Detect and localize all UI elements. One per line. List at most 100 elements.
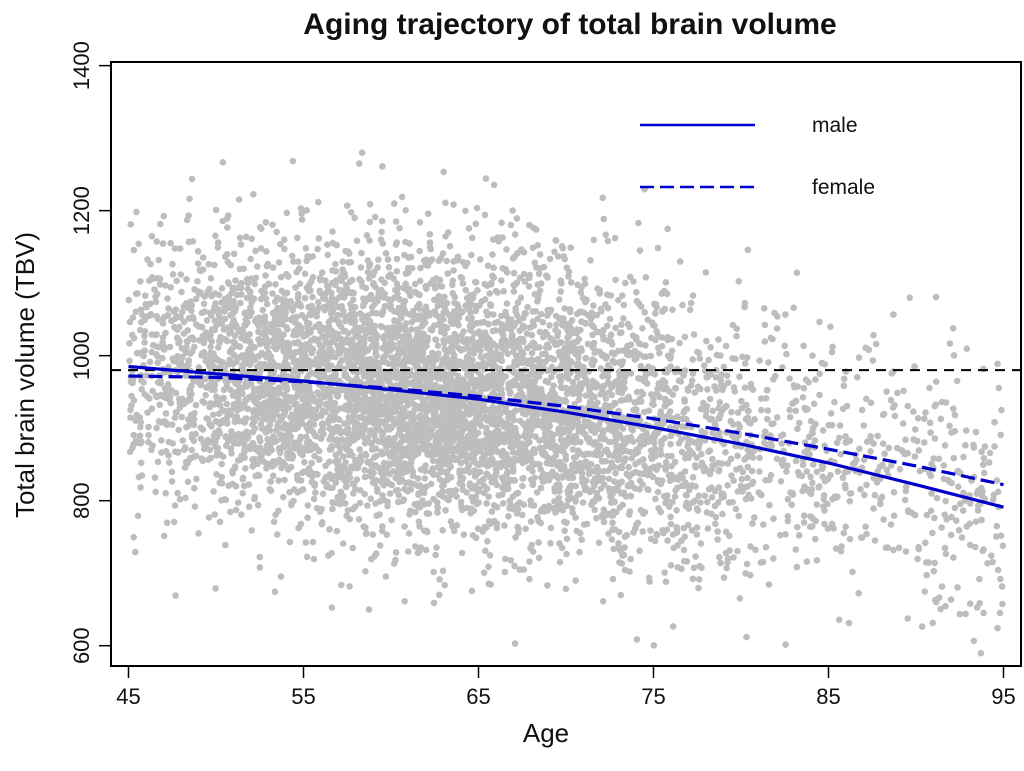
scatter-point [793,269,801,277]
scatter-point [888,462,895,469]
scatter-point [575,396,583,404]
scatter-point [929,529,936,537]
scatter-point [620,301,628,309]
scatter-point [976,600,983,607]
scatter-point [322,408,330,416]
scatter-point [807,473,814,481]
scatter-point [980,454,988,462]
scatter-point [664,225,671,233]
scatter-point [509,449,517,456]
scatter-point [442,507,449,514]
scatter-point [380,332,388,340]
scatter-point [527,324,534,331]
scatter-point [154,290,161,298]
scatter-point [464,315,472,322]
scatter-point [901,496,909,504]
scatter-point [743,560,751,568]
scatter-point [743,401,750,409]
scatter-point [414,290,422,298]
scatter-point [659,527,666,534]
scatter-point [329,239,337,247]
scatter-point [766,501,773,509]
scatter-point [685,454,692,462]
scatter-point [997,532,1005,539]
scatter-point [678,423,686,430]
scatter-point [911,453,919,460]
scatter-point [316,456,323,463]
scatter-point [412,508,419,516]
scatter-point [619,292,626,299]
scatter-point [157,220,164,228]
scatter-point [276,431,284,438]
scatter-point [951,504,959,512]
scatter-point [173,312,180,320]
scatter-point [855,354,863,362]
scatter-point [803,468,811,475]
scatter-point [800,519,808,526]
scatter-point [441,402,448,410]
scatter-point [484,538,491,545]
scatter-point [621,566,629,574]
scatter-point [235,328,243,335]
scatter-point [931,514,938,522]
scatter-point [860,422,868,429]
scatter-point [267,478,274,485]
scatter-point [223,400,230,408]
scatter-point [519,475,526,482]
scatter-point [155,418,163,425]
scatter-point [308,459,316,467]
scatter-point [590,482,598,490]
scatter-point [161,418,168,425]
scatter-point [600,427,607,434]
scatter-point [315,198,322,206]
scatter-point [259,407,267,414]
scatter-point [218,299,225,306]
scatter-point [684,521,692,529]
scatter-point [760,305,768,312]
scatter-point [910,408,917,416]
scatter-point [620,551,628,559]
scatter-point [670,544,677,552]
scatter-point [301,458,308,466]
scatter-point [294,258,302,265]
scatter-point [557,288,564,295]
scatter-point [510,288,518,295]
scatter-point [695,492,703,500]
scatter-point [554,413,562,421]
scatter-point [700,362,708,369]
scatter-point [546,322,553,329]
scatter-point [362,524,369,531]
scatter-point [549,468,556,476]
scatter-point [561,305,569,312]
scatter-point [770,515,777,522]
scatter-point [384,256,392,263]
scatter-point [191,409,198,417]
scatter-point [205,514,213,521]
scatter-point [460,328,467,335]
scatter-point [372,500,379,507]
scatter-point [271,298,279,306]
scatter-point [604,373,612,381]
scatter-point [345,259,353,266]
scatter-point [690,331,698,338]
scatter-point [701,492,708,500]
scatter-point [570,454,578,462]
scatter-point [366,218,374,226]
scatter-point [560,315,567,322]
scatter-point [628,482,636,490]
scatter-point [211,511,218,518]
scatter-point [991,443,998,450]
scatter-point [501,568,509,576]
scatter-point [770,555,777,562]
scatter-point [523,344,531,352]
scatter-point [767,334,775,342]
scatter-point [192,401,200,409]
scatter-point [745,419,753,426]
scatter-point [332,268,340,275]
scatter-point [627,370,635,377]
scatter-point [215,410,223,418]
scatter-point [432,551,439,559]
scatter-point [454,301,461,308]
scatter-point [536,251,544,258]
scatter-point [679,301,686,309]
